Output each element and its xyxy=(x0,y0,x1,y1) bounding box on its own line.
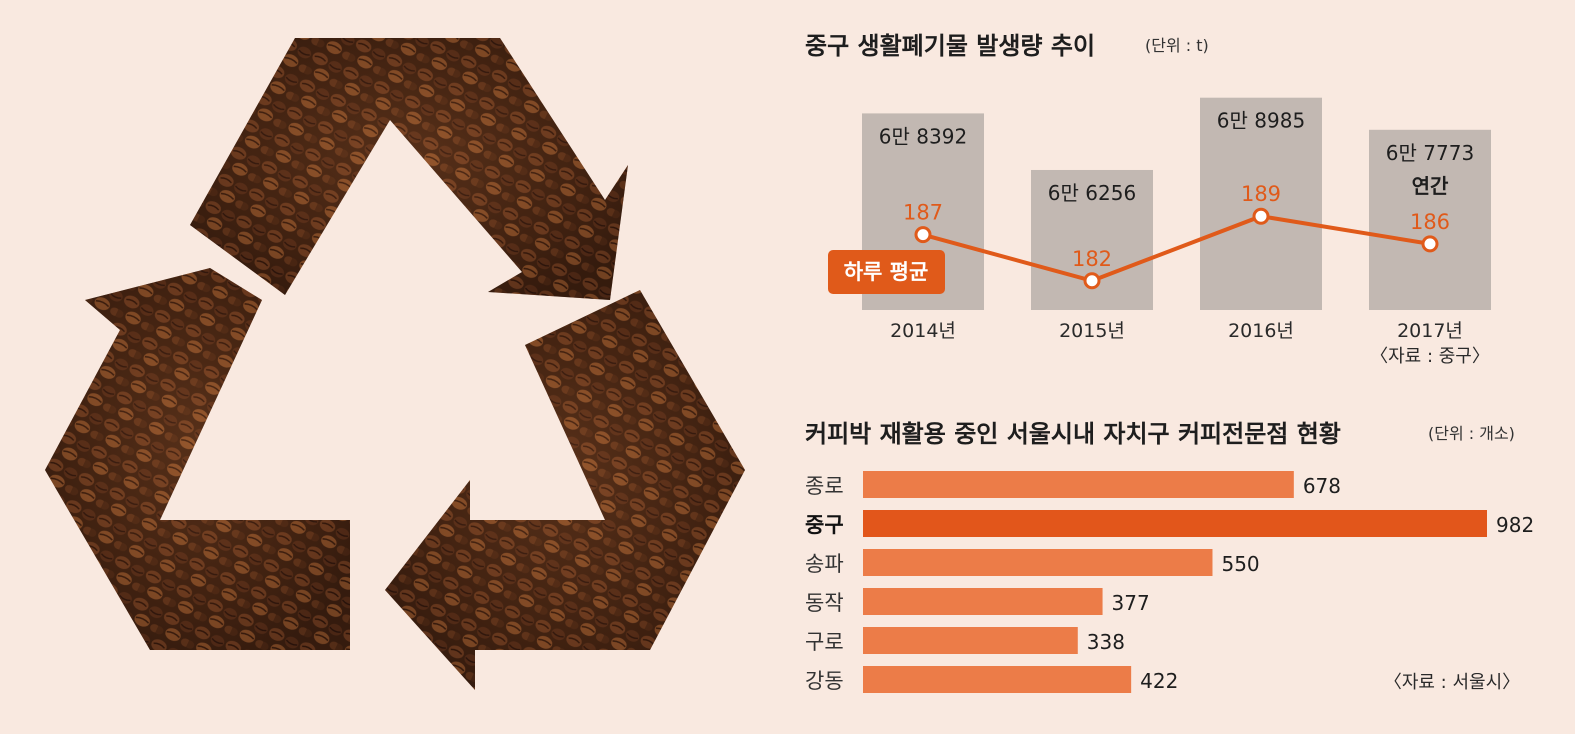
bar-1 xyxy=(863,471,1294,498)
daily-average-label: 189 xyxy=(1241,182,1281,206)
recycle-coffee-beans-graphic xyxy=(45,38,745,690)
bar-category-label: 동작 xyxy=(805,591,844,615)
year-label: 2016년 xyxy=(1228,320,1294,342)
column-3 xyxy=(1200,97,1322,310)
bar-value-label: 422 xyxy=(1140,669,1178,693)
daily-average-label: 187 xyxy=(903,201,943,225)
bottom-chart-source: 〈자료 : 서울시〉 xyxy=(1384,672,1520,693)
bar-category-label: 강동 xyxy=(805,669,844,693)
bar-5 xyxy=(863,627,1078,654)
bar-value-label: 338 xyxy=(1087,630,1125,654)
bottom-chart-bars: 종로 678 중구 982 송파 550 동작 377 구로 338 강동 422 xyxy=(805,471,1534,693)
top-chart-daily-line: 187 182 189 186 xyxy=(903,182,1450,290)
column-annual-note: 연간 xyxy=(1412,174,1449,198)
legend-badge-label: 하루 평균 xyxy=(844,260,929,284)
top-chart-columns: 6만 8392 2014년 6만 6256 2015년 6만 8985 2016년 6만 7… xyxy=(862,97,1491,342)
year-label: 2015년 xyxy=(1059,320,1125,342)
bar-category-label: 구로 xyxy=(805,630,844,654)
daily-average-label: 182 xyxy=(1072,247,1112,271)
bar-category-label: 종로 xyxy=(805,474,844,498)
legend-badge: 하루 평균 xyxy=(828,250,945,294)
bar-category-label: 중구 xyxy=(805,513,844,537)
daily-average-point xyxy=(1421,235,1439,253)
bar-3 xyxy=(863,549,1213,576)
top-chart-source: 〈자료 : 중구〉 xyxy=(1370,346,1490,367)
column-value-label: 6만 8985 xyxy=(1217,109,1305,133)
column-value-label: 6만 8392 xyxy=(879,124,967,148)
year-label: 2014년 xyxy=(890,320,956,342)
bar-category-label: 송파 xyxy=(805,552,844,576)
daily-average-label: 186 xyxy=(1410,210,1450,234)
daily-average-point xyxy=(1252,207,1270,225)
bar-value-label: 982 xyxy=(1496,513,1534,537)
bar-value-label: 377 xyxy=(1112,591,1150,615)
recycle-symbol-illustration xyxy=(0,0,780,730)
top-chart-title: 중구 생활폐기물 발생량 추이 xyxy=(805,32,1095,60)
daily-average-point xyxy=(1083,272,1101,290)
bar-4 xyxy=(863,588,1103,615)
top-chart-unit: (단위 : t) xyxy=(1145,36,1209,55)
bar-value-label: 550 xyxy=(1221,552,1259,576)
charts-panel: 중구 생활폐기물 발생량 추이 (단위 : t) 6만 8392 2014년 6만 … xyxy=(780,0,1575,730)
daily-average-point xyxy=(914,226,932,244)
column-value-label: 6만 7773 xyxy=(1386,141,1474,165)
bar-6 xyxy=(863,666,1132,693)
daily-average-line xyxy=(922,214,1431,283)
bar-value-label: 678 xyxy=(1303,474,1341,498)
year-label: 2017년 xyxy=(1397,320,1463,342)
bottom-chart-unit: (단위 : 개소) xyxy=(1428,424,1515,443)
column-value-label: 6만 6256 xyxy=(1048,181,1136,205)
charts-svg: 중구 생활폐기물 발생량 추이 (단위 : t) 6만 83922014년6만 … xyxy=(805,32,1534,693)
bar-2 xyxy=(863,510,1487,537)
bottom-chart-title: 커피박 재활용 중인 서울시내 자치구 커피전문점 현황 xyxy=(805,420,1341,448)
legend-badge-bg xyxy=(828,250,945,294)
column-4 xyxy=(1369,129,1491,310)
